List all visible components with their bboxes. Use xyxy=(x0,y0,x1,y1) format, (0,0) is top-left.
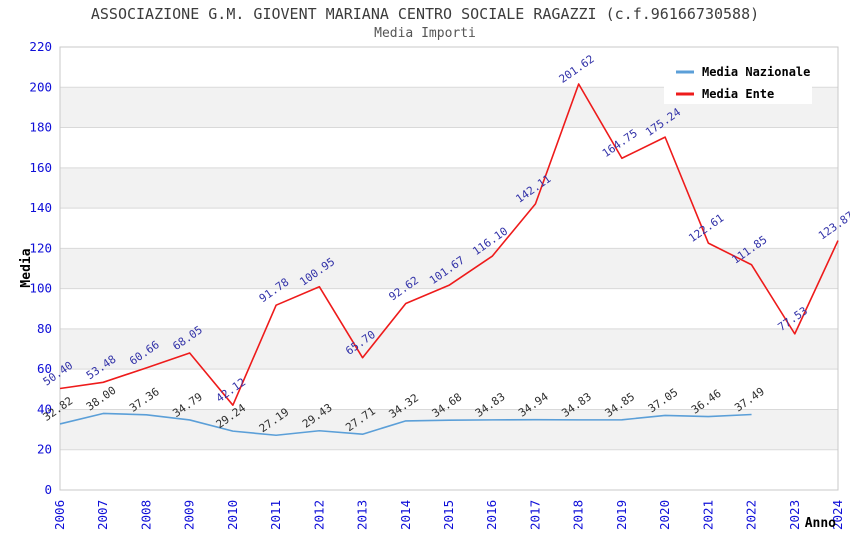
x-tick-label: 2017 xyxy=(527,500,542,530)
legend-box xyxy=(664,58,812,104)
x-tick-label: 2018 xyxy=(571,500,586,530)
plot-band xyxy=(60,449,838,490)
y-tick-label: 180 xyxy=(29,120,52,135)
y-tick-label: 160 xyxy=(29,160,52,175)
y-tick-label: 100 xyxy=(29,281,52,296)
x-tick-label: 2013 xyxy=(355,500,370,530)
x-tick-label: 2021 xyxy=(700,500,715,530)
plot-border xyxy=(59,46,839,491)
y-tick-label: 120 xyxy=(29,240,52,255)
x-tick-label: 2020 xyxy=(657,500,672,530)
x-tick-label: 2022 xyxy=(744,500,759,530)
plot-band xyxy=(60,208,838,249)
x-tick-label: 2024 xyxy=(830,500,845,530)
legend-label-media-ente: Media Ente xyxy=(702,87,774,101)
plot-band xyxy=(60,167,838,209)
chart-subtitle: Media Importi xyxy=(374,26,476,41)
x-tick-label: 2010 xyxy=(225,500,240,530)
chart-title: ASSOCIAZIONE G.M. GIOVENT MARIANA CENTRO… xyxy=(90,5,760,23)
y-tick-label: 140 xyxy=(29,200,52,215)
y-tick-label: 80 xyxy=(37,321,52,336)
x-tick-label: 2014 xyxy=(398,500,413,530)
x-tick-label: 2008 xyxy=(138,500,153,530)
y-tick-label: 40 xyxy=(37,401,52,416)
legend-label-media-nazionale: Media Nazionale xyxy=(702,65,810,79)
x-axis-title: Anno xyxy=(805,516,836,531)
plot-band xyxy=(60,288,838,329)
y-tick-label: 20 xyxy=(37,442,52,457)
y-axis-title: Media xyxy=(19,248,34,287)
x-tick-label: 2019 xyxy=(614,500,629,530)
x-tick-label: 2007 xyxy=(95,500,110,530)
plot-band xyxy=(60,369,838,410)
plot-band xyxy=(60,328,838,370)
x-tick-label: 2012 xyxy=(311,500,326,530)
x-tick-label: 2011 xyxy=(268,500,283,530)
y-tick-label: 220 xyxy=(29,39,52,54)
plot-band xyxy=(60,248,838,289)
y-tick-label: 60 xyxy=(37,361,52,376)
y-tick-label: 0 xyxy=(44,482,52,497)
x-tick-label: 2023 xyxy=(787,500,802,530)
plot-band xyxy=(60,127,838,168)
y-tick-label: 200 xyxy=(29,79,52,94)
x-tick-label: 2009 xyxy=(182,500,197,530)
x-tick-label: 2016 xyxy=(484,500,499,530)
x-tick-label: 2006 xyxy=(52,500,67,530)
series-line-media-ente xyxy=(59,83,839,406)
x-tick-label: 2015 xyxy=(441,500,456,530)
series-line-media-nazionale xyxy=(59,412,752,437)
